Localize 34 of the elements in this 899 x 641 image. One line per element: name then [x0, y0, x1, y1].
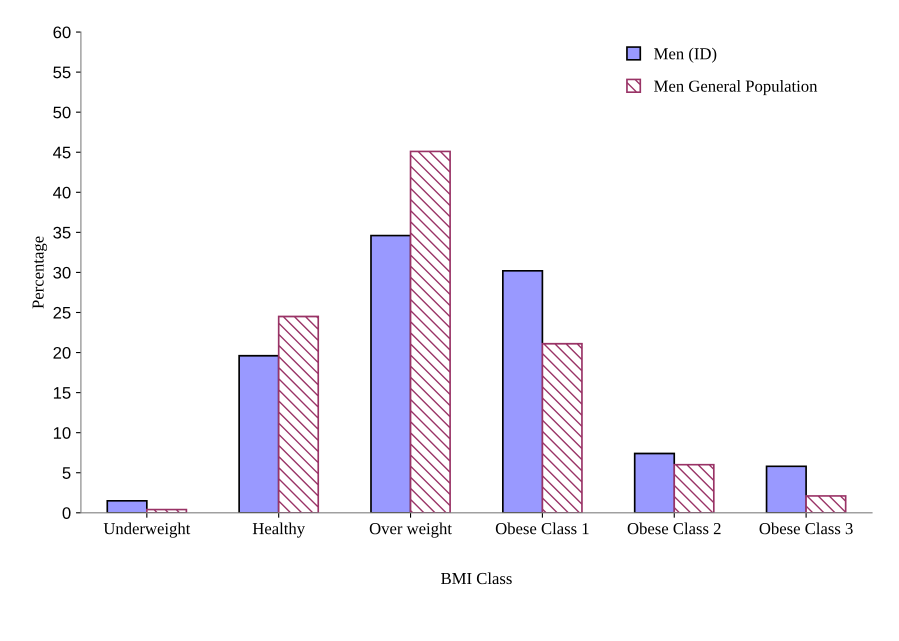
- bar: [278, 316, 320, 513]
- y-tick-label: 25: [53, 306, 70, 319]
- legend-label: Men (ID): [654, 48, 716, 63]
- bar: [805, 495, 846, 513]
- y-tick-label: 50: [53, 106, 71, 118]
- y-tick-label: 40: [53, 186, 71, 199]
- y-tick-label: 35: [53, 226, 70, 239]
- y-axis-title: Percentage: [32, 236, 48, 308]
- y-tick-label: 55: [53, 66, 70, 78]
- y-tick-label: 15: [54, 387, 70, 399]
- x-tick-label: Obese Class 2: [628, 522, 721, 534]
- y-tick-label: 10: [54, 427, 71, 439]
- bar: [542, 342, 583, 513]
- bar: [766, 465, 807, 513]
- legend-label: Men General Population: [654, 80, 818, 96]
- y-tick-label: 20: [53, 346, 71, 359]
- y-tick-label: 60: [54, 26, 71, 38]
- x-tick-label: Healthy: [252, 522, 306, 538]
- bar: [673, 464, 715, 513]
- y-tick-label: 45: [53, 146, 70, 158]
- y-tick-label: 30: [53, 266, 71, 279]
- x-axis-title: BMI Class: [441, 572, 512, 584]
- x-tick-label: Underweight: [104, 522, 190, 538]
- y-tick-label: 5: [62, 467, 70, 479]
- bar: [502, 270, 544, 513]
- bar: [410, 150, 451, 513]
- x-tick-label: Over weight: [370, 522, 452, 538]
- bar: [238, 354, 280, 513]
- x-tick-label: Obese Class 3: [760, 522, 853, 534]
- y-tick-label: 0: [62, 507, 71, 520]
- bar: [370, 234, 412, 513]
- x-tick-label: Obese Class 1: [496, 522, 589, 534]
- bar: [634, 452, 676, 513]
- bar: [106, 500, 148, 513]
